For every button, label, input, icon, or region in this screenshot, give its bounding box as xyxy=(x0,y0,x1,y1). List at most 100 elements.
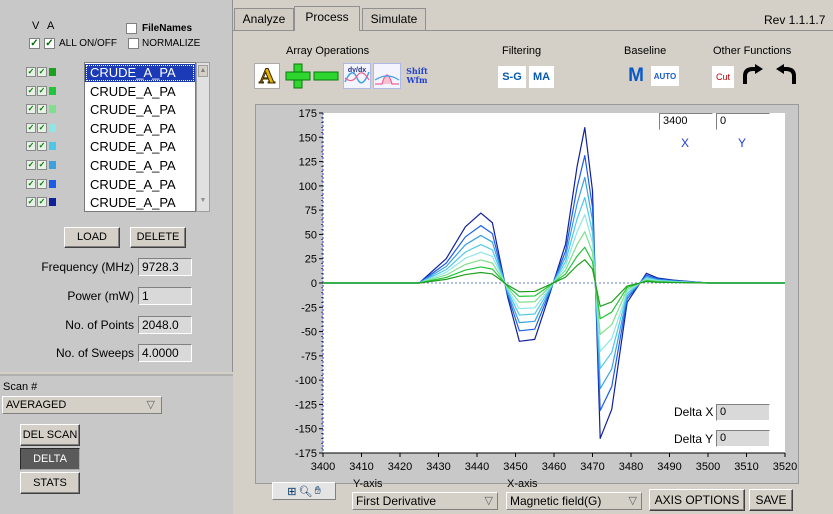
shift-waveform-icon[interactable]: Shift Wfm xyxy=(402,63,432,89)
file-list-item[interactable]: CRUDE_A_PA xyxy=(90,120,176,136)
file-list-item[interactable]: CRUDE_A_PA xyxy=(90,158,176,173)
scan-dropdown-icon[interactable]: ▽ xyxy=(146,399,155,411)
file-color-swatch[interactable] xyxy=(49,179,56,188)
x-axis-dropdown-icon[interactable]: ▽ xyxy=(628,495,637,507)
manual-baseline-icon[interactable]: M xyxy=(628,65,644,86)
y-axis-label: Y-axis xyxy=(353,478,383,490)
pan-hand-icon[interactable]: ✋︎ xyxy=(314,484,321,497)
file-visible-checkbox[interactable]: ✓ xyxy=(26,104,36,115)
file-toggle-row: ✓ ✓ xyxy=(26,66,56,78)
auto-baseline-icon[interactable]: AUTO xyxy=(651,66,679,86)
frequency-value[interactable]: 9728.3 xyxy=(138,258,192,276)
file-color-swatch[interactable] xyxy=(49,142,56,151)
other-functions-title: Other Functions xyxy=(713,45,792,57)
file-visible-checkbox[interactable]: ✓ xyxy=(26,178,36,189)
filenames-checkbox[interactable] xyxy=(126,23,137,34)
file-visible-checkbox[interactable]: ✓ xyxy=(26,160,36,170)
rotate-left-icon[interactable] xyxy=(773,64,799,88)
file-active-checkbox[interactable]: ✓ xyxy=(37,104,47,115)
file-toggle-row: ✓ ✓ xyxy=(26,196,56,208)
x-tick-label: 3430 xyxy=(426,461,450,473)
frequency-label: Frequency (MHz) xyxy=(41,260,134,274)
file-color-swatch[interactable] xyxy=(49,198,56,207)
file-active-checkbox[interactable]: ✓ xyxy=(37,122,47,133)
y-tick-label: -100 xyxy=(295,375,317,387)
x-tick-label: 3400 xyxy=(311,461,335,473)
file-toggle-row: ✓ ✓ xyxy=(26,178,56,190)
sweeps-value[interactable]: 4.0000 xyxy=(138,344,192,362)
all-a-checkbox[interactable] xyxy=(44,38,55,49)
scroll-down-icon[interactable]: ▼ xyxy=(199,197,207,204)
file-visible-checkbox[interactable]: ✓ xyxy=(26,67,36,77)
delta-y-value[interactable]: 0 xyxy=(716,430,770,447)
y-axis-select[interactable]: First Derivative ▽ xyxy=(352,492,498,510)
file-visible-checkbox[interactable]: ✓ xyxy=(26,122,36,133)
zoom-icon[interactable]: 🔍︎ xyxy=(298,485,313,498)
file-color-swatch[interactable] xyxy=(49,86,56,95)
file-list-item[interactable]: CRUDE_A_PA xyxy=(90,102,176,118)
file-list-item[interactable]: CRUDE_A_PA xyxy=(90,195,176,211)
wfm-text: Wfm xyxy=(406,75,428,85)
normalize-checkbox[interactable] xyxy=(128,38,139,49)
all-v-checkbox[interactable] xyxy=(29,38,40,49)
file-active-checkbox[interactable]: ✓ xyxy=(37,67,47,77)
load-button[interactable]: LOAD xyxy=(64,227,120,248)
file-active-checkbox[interactable]: ✓ xyxy=(37,141,47,152)
x-axis-select-value: Magnetic field(G) xyxy=(510,494,602,508)
scan-select[interactable]: AVERAGED ▽ xyxy=(2,396,162,414)
file-color-swatch[interactable] xyxy=(49,161,56,169)
cursor-y-label: Y xyxy=(738,136,747,150)
graph-palette: ⊞ 🔍︎ ✋︎ xyxy=(272,482,336,500)
power-value[interactable]: 1 xyxy=(138,287,192,305)
stats-button[interactable]: STATS xyxy=(20,472,80,494)
rotate-right-icon[interactable] xyxy=(740,64,766,88)
save-button[interactable]: SAVE xyxy=(749,489,793,511)
x-tick-label: 3500 xyxy=(696,461,720,473)
file-active-checkbox[interactable]: ✓ xyxy=(37,85,47,96)
integrate-icon[interactable] xyxy=(373,63,401,89)
file-color-swatch[interactable] xyxy=(49,123,56,132)
file-active-checkbox[interactable]: ✓ xyxy=(37,160,47,170)
file-color-swatch[interactable] xyxy=(49,105,56,114)
delete-button[interactable]: DELETE xyxy=(130,227,186,248)
delta-x-value[interactable]: 0 xyxy=(716,404,770,421)
file-list-item[interactable]: CRUDE_A_PA xyxy=(90,83,176,99)
file-active-checkbox[interactable]: ✓ xyxy=(37,178,47,189)
axis-options-button[interactable]: AXIS OPTIONS xyxy=(649,489,745,511)
subtract-icon[interactable] xyxy=(313,63,339,89)
tab-simulate[interactable]: Simulate xyxy=(362,8,426,30)
tab-analyze[interactable]: Analyze xyxy=(234,8,294,30)
text-annotate-icon[interactable]: A xyxy=(254,63,280,89)
file-visible-checkbox[interactable]: ✓ xyxy=(26,197,36,208)
del-scan-button[interactable]: DEL SCAN xyxy=(20,424,80,446)
scroll-up-icon[interactable]: ▲ xyxy=(198,65,208,77)
file-color-swatch[interactable] xyxy=(49,68,56,76)
file-active-checkbox[interactable]: ✓ xyxy=(37,197,47,208)
file-list-scrollbar[interactable]: ▲ ▼ xyxy=(196,62,210,212)
cut-icon[interactable]: Cut xyxy=(712,66,734,88)
y-tick-label: 25 xyxy=(305,254,317,266)
y-tick-label: -175 xyxy=(295,448,317,460)
moving-average-icon[interactable]: MA xyxy=(529,66,554,88)
cursor-y-value[interactable]: 0 xyxy=(716,113,770,130)
delta-button[interactable]: DELTA xyxy=(20,448,80,470)
points-value[interactable]: 2048.0 xyxy=(138,316,192,334)
savitzky-golay-icon[interactable]: S-G xyxy=(498,66,526,88)
cursor-x-value[interactable]: 3400 xyxy=(659,113,713,130)
crosshair-icon[interactable]: ⊞ xyxy=(287,485,297,498)
derivative-icon[interactable]: dy/dx xyxy=(343,63,371,89)
file-visible-checkbox[interactable]: ✓ xyxy=(26,85,36,96)
scan-label: Scan # xyxy=(3,381,38,393)
x-axis-select[interactable]: Magnetic field(G) ▽ xyxy=(506,492,642,510)
spectrum-chart[interactable]: 175 150 125 100 75 50 25 0 -25 -50 -75 -100 -125 -150… xyxy=(256,105,800,485)
file-list-item[interactable]: CRUDE_A_PA xyxy=(90,176,176,192)
file-list[interactable]: CRUDE_A_PA CRUDE_A_PA CRUDE_A_PA CRUDE_A_PA… xyxy=(84,62,196,212)
header-a-label: A xyxy=(47,20,55,32)
file-list-item[interactable]: CRUDE_A_PA xyxy=(85,64,195,82)
x-tick-label: 3440 xyxy=(465,461,489,473)
file-list-item[interactable]: CRUDE_A_PA xyxy=(90,139,176,155)
add-icon[interactable] xyxy=(285,63,311,89)
y-axis-dropdown-icon[interactable]: ▽ xyxy=(484,495,493,507)
tab-process[interactable]: Process xyxy=(294,6,360,31)
file-visible-checkbox[interactable]: ✓ xyxy=(26,141,36,152)
